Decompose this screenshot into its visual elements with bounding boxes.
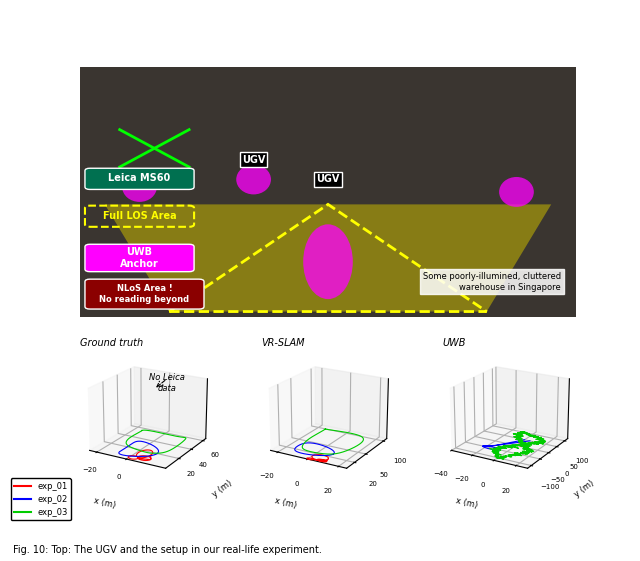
- Ellipse shape: [499, 177, 534, 207]
- Ellipse shape: [303, 224, 353, 299]
- FancyBboxPatch shape: [85, 244, 194, 272]
- X-axis label: x (m): x (m): [93, 496, 116, 509]
- Text: Leica MS60: Leica MS60: [108, 173, 171, 183]
- Text: UWB: UWB: [442, 338, 465, 348]
- Text: VR-SLAM: VR-SLAM: [261, 338, 305, 348]
- Text: Some poorly-illumined, cluttered
warehouse in Singapore: Some poorly-illumined, cluttered warehou…: [423, 272, 561, 292]
- X-axis label: x (m): x (m): [274, 496, 298, 509]
- Text: No Leica
data: No Leica data: [149, 373, 185, 393]
- Legend: exp_01, exp_02, exp_03: exp_01, exp_02, exp_03: [11, 479, 71, 521]
- Text: Ground truth: Ground truth: [80, 338, 143, 348]
- Text: UWB
Anchor: UWB Anchor: [120, 247, 159, 269]
- Text: UGV: UGV: [316, 174, 340, 185]
- Text: Full LOS Area: Full LOS Area: [102, 210, 177, 220]
- Ellipse shape: [236, 164, 271, 195]
- Text: UGV: UGV: [242, 154, 266, 164]
- X-axis label: x (m): x (m): [455, 496, 479, 509]
- Text: NLoS Area !
No reading beyond: NLoS Area ! No reading beyond: [99, 284, 189, 304]
- FancyBboxPatch shape: [85, 279, 204, 309]
- Ellipse shape: [122, 172, 157, 202]
- Y-axis label: y (m): y (m): [573, 479, 596, 499]
- Text: Fig. 10: Top: The UGV and the setup in our real-life experiment.: Fig. 10: Top: The UGV and the setup in o…: [13, 545, 322, 555]
- Polygon shape: [105, 204, 551, 311]
- FancyBboxPatch shape: [85, 168, 194, 190]
- Y-axis label: y (m): y (m): [211, 479, 234, 499]
